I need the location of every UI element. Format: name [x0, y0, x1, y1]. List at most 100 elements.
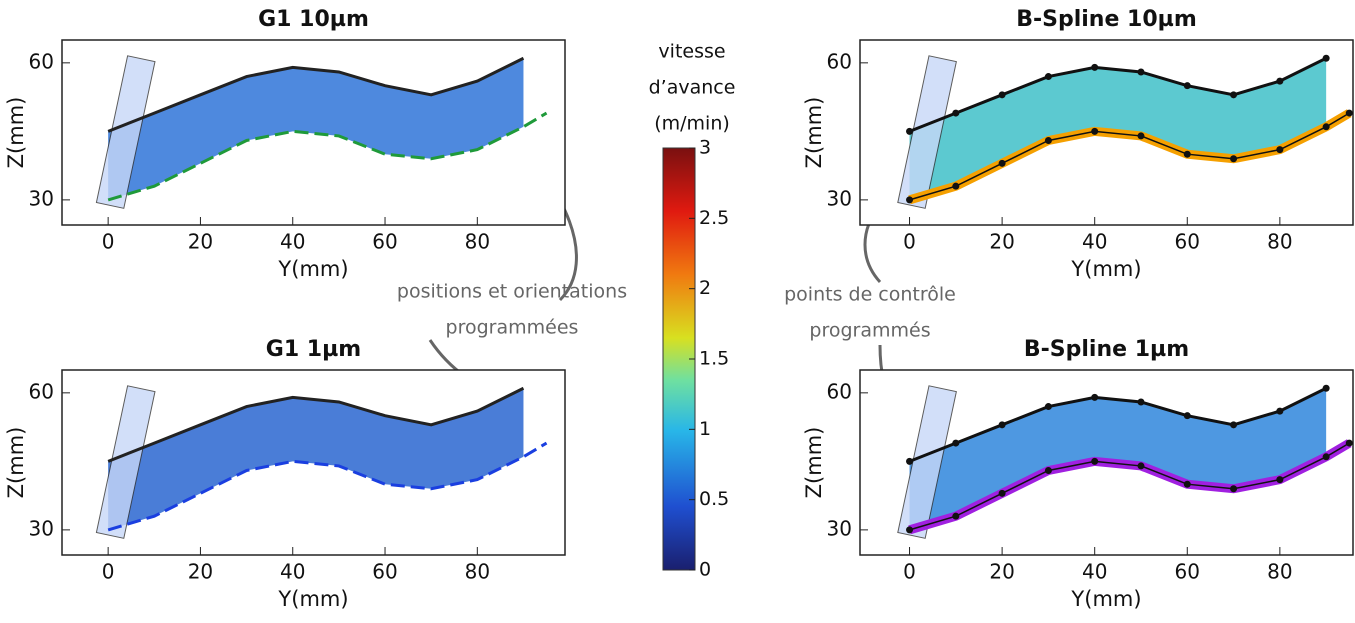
x-tick-label: 0 [903, 230, 916, 254]
x-tick-label: 60 [372, 560, 397, 584]
curve [107, 441, 548, 532]
control-point [952, 439, 960, 447]
control-point [952, 182, 960, 190]
annotation: programmés [809, 320, 930, 342]
control-point [1091, 63, 1099, 71]
control-point [1044, 73, 1052, 81]
control-point [906, 457, 914, 465]
x-axis-label: Y(mm) [1070, 257, 1141, 281]
y-axis-label: Z(mm) [4, 97, 28, 169]
annotation: points de contrôle [784, 284, 956, 306]
control-point [998, 421, 1006, 429]
chart-title: B-Spline 10µm [1016, 7, 1197, 32]
x-tick-label: 60 [1175, 230, 1200, 254]
colorbar-tick-label: 2 [699, 277, 711, 299]
colorbar-tick-label: 2.5 [699, 207, 729, 229]
x-tick-label: 0 [903, 560, 916, 584]
control-point [1230, 421, 1238, 429]
control-point [1183, 412, 1191, 420]
x-tick-label: 80 [465, 230, 490, 254]
x-tick-label: 80 [465, 560, 490, 584]
x-tick-label: 80 [1267, 230, 1292, 254]
control-point [998, 159, 1006, 167]
y-tick-label: 30 [29, 516, 54, 540]
colorbar-title: vitesse [658, 41, 725, 63]
y-tick-label: 60 [29, 49, 54, 73]
x-axis-label: Y(mm) [277, 587, 348, 611]
control-point [952, 512, 960, 520]
colorbar-tick-label: 3 [699, 137, 711, 159]
y-tick-label: 60 [29, 379, 54, 403]
x-tick-label: 40 [1082, 560, 1107, 584]
x-axis-label: Y(mm) [277, 257, 348, 281]
colorbar-title: (m/min) [654, 113, 730, 135]
curve [908, 56, 1327, 133]
control-point [906, 196, 914, 204]
control-point [1044, 403, 1052, 411]
control-point [1276, 476, 1284, 484]
chart-title: G1 10µm [258, 7, 369, 32]
control-point [1322, 54, 1330, 62]
control-point [1276, 77, 1284, 85]
x-tick-label: 60 [372, 230, 397, 254]
y-tick-label: 30 [827, 516, 852, 540]
control-point [1183, 480, 1191, 488]
x-tick-label: 80 [1267, 560, 1292, 584]
curve [107, 56, 525, 133]
y-axis-label: Z(mm) [802, 97, 826, 169]
x-axis-label: Y(mm) [1070, 587, 1141, 611]
control-point [1230, 485, 1238, 493]
control-point [1230, 91, 1238, 99]
colorbar-tick-label: 1 [699, 418, 711, 440]
colorbar-tick-label: 0 [699, 559, 711, 581]
x-tick-label: 20 [989, 560, 1014, 584]
y-axis-label: Z(mm) [802, 427, 826, 499]
y-tick-label: 30 [827, 186, 852, 210]
control-point [952, 109, 960, 117]
annotation: positions et orientations [397, 281, 627, 303]
control-point [1230, 155, 1238, 163]
control-point [906, 526, 914, 534]
x-tick-label: 40 [280, 560, 305, 584]
control-point [1322, 123, 1330, 131]
x-tick-label: 60 [1175, 560, 1200, 584]
colorbar-tick-label: 0.5 [699, 488, 729, 510]
control-point [1091, 393, 1099, 401]
control-point [1322, 453, 1330, 461]
colorbar-title: d’avance [649, 77, 736, 99]
annotation: programmées [446, 317, 579, 339]
control-point [1345, 439, 1353, 447]
chart-title: B-Spline 1µm [1024, 337, 1189, 362]
x-tick-label: 0 [102, 230, 115, 254]
x-tick-label: 20 [188, 230, 213, 254]
control-point [1044, 466, 1052, 474]
control-point [1183, 150, 1191, 158]
control-point [906, 127, 914, 135]
control-point [1137, 68, 1145, 76]
x-tick-label: 20 [188, 560, 213, 584]
x-tick-label: 40 [1082, 230, 1107, 254]
control-point [1276, 407, 1284, 415]
curve [107, 111, 548, 202]
control-point [1044, 136, 1052, 144]
control-point [998, 489, 1006, 497]
control-point [1137, 132, 1145, 140]
control-point [1183, 82, 1191, 90]
control-point [1137, 462, 1145, 470]
control-point [1137, 398, 1145, 406]
control-point [998, 91, 1006, 99]
x-tick-label: 20 [989, 230, 1014, 254]
control-point [1091, 457, 1099, 465]
x-tick-label: 0 [102, 560, 115, 584]
curve [908, 386, 1327, 463]
control-point [1276, 146, 1284, 154]
y-tick-label: 60 [827, 49, 852, 73]
y-tick-label: 60 [827, 379, 852, 403]
y-tick-label: 30 [29, 186, 54, 210]
x-tick-label: 40 [280, 230, 305, 254]
colorbar-tick-label: 1.5 [699, 348, 729, 370]
curve [107, 386, 525, 463]
y-axis-label: Z(mm) [4, 427, 28, 499]
control-point [1322, 384, 1330, 392]
